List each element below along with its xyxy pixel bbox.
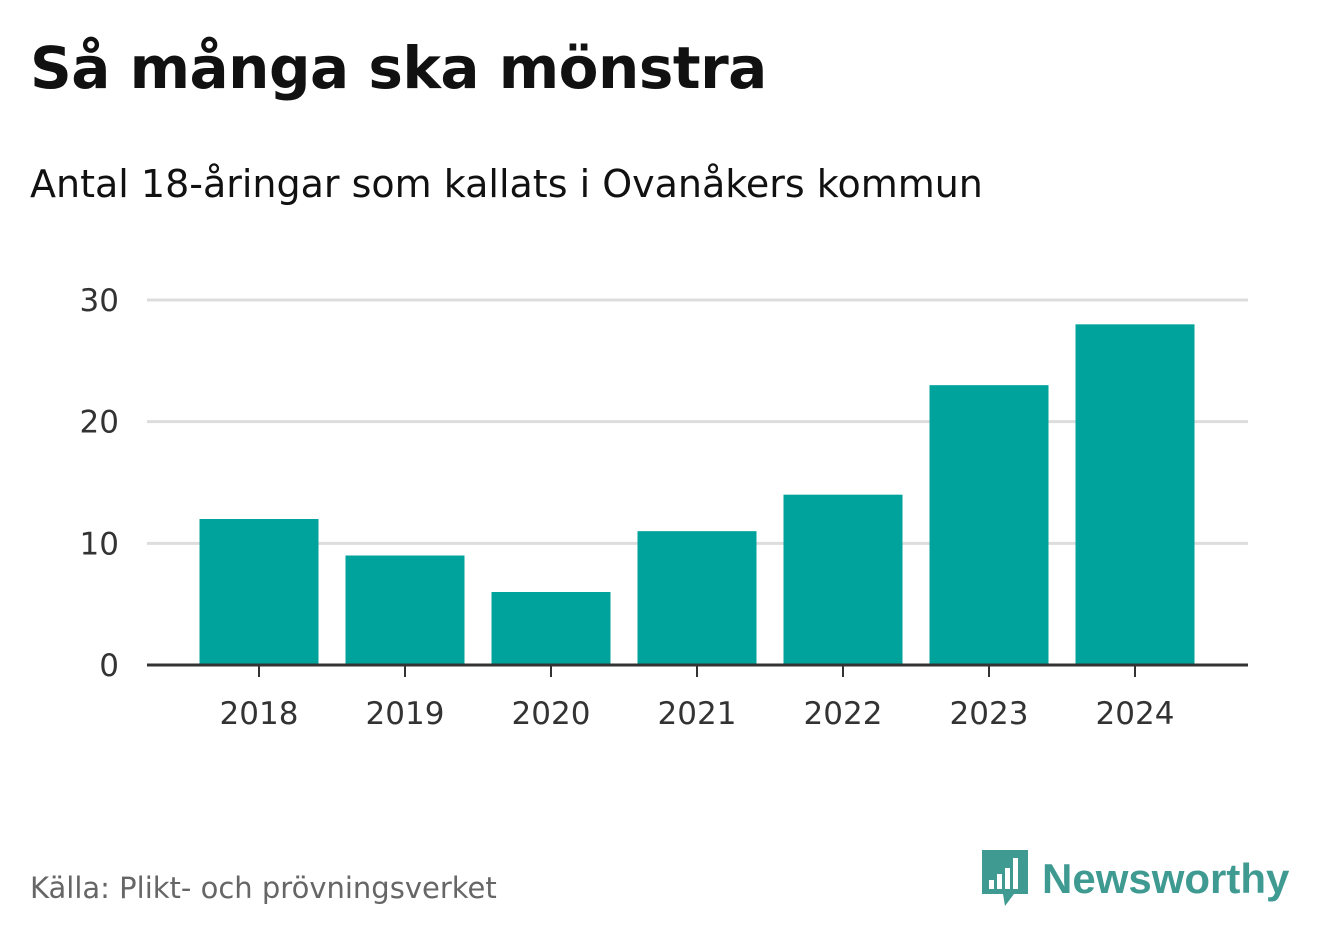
x-tick-label: 2020 <box>512 696 591 732</box>
y-tick-label: 30 <box>80 283 119 319</box>
y-tick-label: 20 <box>80 405 119 441</box>
newsworthy-logo-icon <box>982 850 1028 906</box>
bar-2020 <box>491 592 611 665</box>
y-tick-label: 0 <box>99 648 119 684</box>
bar-2021 <box>637 531 757 665</box>
x-tick-label: 2022 <box>804 696 883 732</box>
x-tick-label: 2018 <box>220 696 299 732</box>
source-note: Källa: Plikt- och prövningsverket <box>30 871 497 905</box>
chart-subtitle: Antal 18-åringar som kallats i Ovanåkers… <box>30 162 983 206</box>
bar-2018 <box>199 519 319 665</box>
y-tick-label: 10 <box>80 526 119 562</box>
newsworthy-logo: Newsworthy <box>980 848 1289 910</box>
bar-2024 <box>1075 324 1195 665</box>
x-axis <box>147 663 1248 677</box>
axis-labels: 0 10 20 30 2018 2019 2020 2021 2022 2023 2024 <box>80 283 1175 732</box>
x-tick-label: 2024 <box>1096 696 1175 732</box>
bars <box>199 324 1195 665</box>
x-tick-label: 2019 <box>366 696 445 732</box>
bar-2022 <box>783 494 903 665</box>
bar-2019 <box>345 555 465 665</box>
x-tick-label: 2023 <box>950 696 1029 732</box>
bar-2023 <box>929 385 1049 665</box>
brand-name: Newsworthy <box>1042 855 1290 902</box>
chart-title: Så många ska mönstra <box>30 34 767 102</box>
x-tick-label: 2021 <box>658 696 737 732</box>
